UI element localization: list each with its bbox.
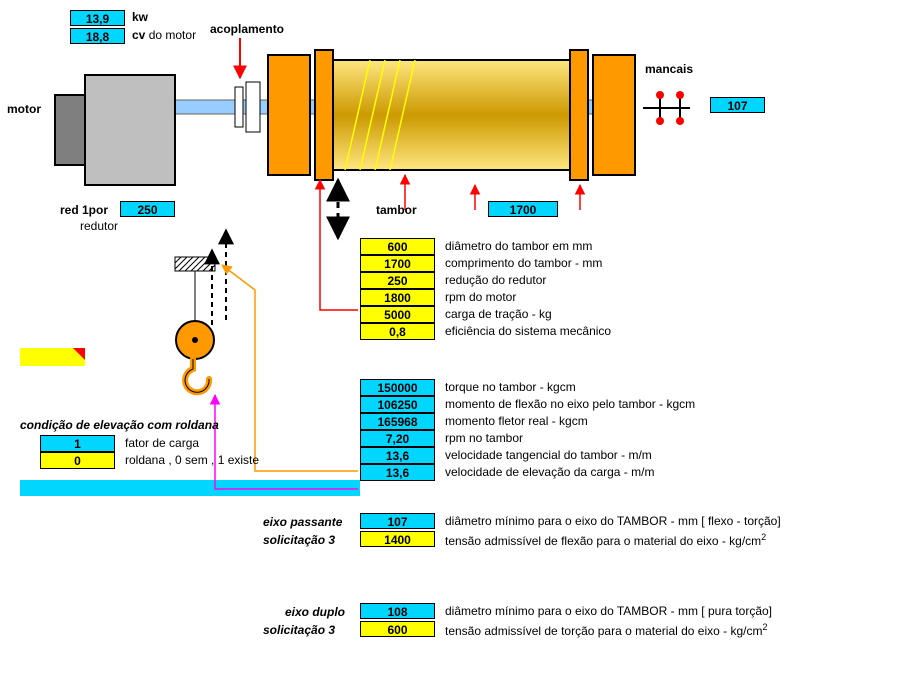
result-value: 13,6	[360, 464, 435, 481]
param-label: diâmetro do tambor em mm	[445, 239, 592, 253]
roldana-label: roldana , 0 sem , 1 existe	[125, 453, 259, 467]
param-label: redução do redutor	[445, 273, 546, 287]
bearing-right	[593, 55, 635, 175]
result-value: 13,6	[360, 447, 435, 464]
magenta-path	[215, 395, 358, 489]
eixo-duplo-value: 108	[360, 603, 435, 619]
red-value: 250	[120, 201, 175, 217]
cv-value: 18,8	[70, 28, 125, 44]
result-value: 165968	[360, 413, 435, 430]
result-value: 150000	[360, 379, 435, 396]
motor-label: motor	[7, 102, 41, 116]
solicit3a-value: 1400	[360, 531, 435, 547]
orange-path	[222, 265, 358, 471]
redutor-label: redutor	[80, 219, 118, 233]
result-label: momento fletor real - kgcm	[445, 414, 588, 428]
motor-end	[55, 95, 85, 165]
param-value: 5000	[360, 306, 435, 323]
result-value: 7,20	[360, 430, 435, 447]
solicit3a-label: tensão admissível de flexão para o mater…	[445, 532, 766, 548]
drum-flange-left	[315, 50, 333, 180]
eixo-passante-label: diâmetro mínimo para o eixo do TAMBOR - …	[445, 514, 781, 528]
param-value: 250	[360, 272, 435, 289]
roldana-label: fator de carga	[125, 436, 199, 450]
drum-flange-right	[570, 50, 588, 180]
solicit3b-value: 600	[360, 621, 435, 637]
roldana-value: 1	[40, 435, 115, 452]
kw-unit: kw	[132, 10, 148, 24]
roldana-value: 0	[40, 452, 115, 469]
solicit3a-name: solicitação 3	[263, 533, 335, 547]
solicit3b-label: tensão admissível de torção para o mater…	[445, 622, 768, 638]
param-value: 1800	[360, 289, 435, 306]
eixo-passante-name: eixo passante	[263, 515, 342, 529]
mancais-pins	[643, 91, 690, 125]
mancais-label: mancais	[645, 62, 693, 76]
drum-body	[333, 60, 570, 170]
param-value: 1700	[360, 255, 435, 272]
bearing-left	[268, 55, 310, 175]
red1por-label: red 1por	[60, 203, 108, 217]
coupling-small	[235, 87, 243, 127]
yellow-marker-block	[20, 348, 85, 366]
result-label: rpm no tambor	[445, 431, 523, 445]
result-label: velocidade tangencial do tambor - m/m	[445, 448, 652, 462]
param-label: comprimento do tambor - mm	[445, 256, 602, 270]
cv-unit: cv do motor	[132, 28, 196, 42]
kw-value: 13,9	[70, 10, 125, 26]
result-value: 106250	[360, 396, 435, 413]
tambor-label: tambor	[376, 203, 417, 217]
param-label: eficiência do sistema mecânico	[445, 324, 611, 338]
result-label: torque no tambor - kgcm	[445, 380, 576, 394]
cyan-long-bar	[20, 480, 360, 496]
param-label: carga de tração - kg	[445, 307, 552, 321]
motor-body	[85, 75, 175, 185]
eixo-duplo-name: eixo duplo	[285, 605, 345, 619]
eixo-duplo-label: diâmetro mínimo para o eixo do TAMBOR - …	[445, 604, 772, 618]
result-label: velocidade de elevação da carga - m/m	[445, 465, 654, 479]
roldana-title: condição de elevação com roldana	[20, 418, 219, 432]
diam-arrow	[320, 180, 358, 310]
param-value: 0,8	[360, 323, 435, 340]
param-label: rpm do motor	[445, 290, 516, 304]
tambor-len-value: 1700	[488, 201, 558, 217]
result-label: momento de flexão no eixo pelo tambor - …	[445, 397, 695, 411]
pulley-hook	[176, 271, 214, 392]
solicit3b-name: solicitação 3	[263, 623, 335, 637]
fixed-support	[175, 257, 215, 271]
coupling-big	[246, 82, 260, 132]
param-value: 600	[360, 238, 435, 255]
eixo-passante-value: 107	[360, 513, 435, 529]
mancais-value: 107	[710, 97, 765, 113]
acoplamento-label: acoplamento	[210, 22, 284, 36]
mechanical-diagram	[0, 0, 911, 677]
